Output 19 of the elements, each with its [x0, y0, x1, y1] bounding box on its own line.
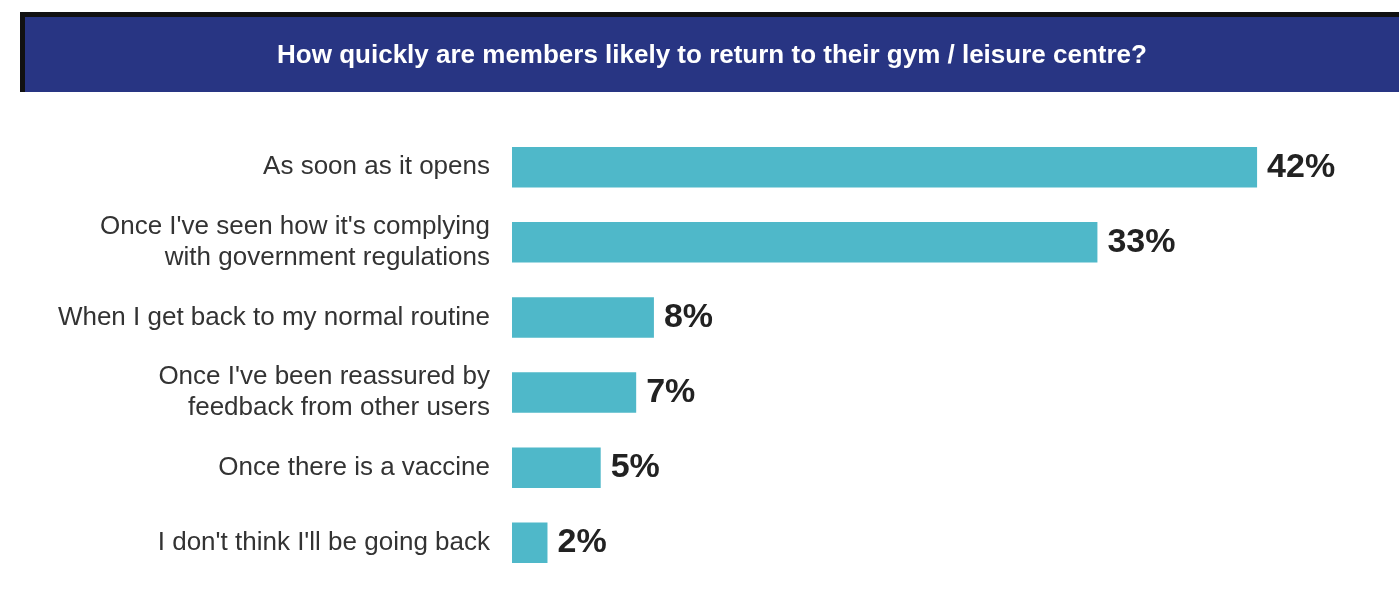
y-tick-label: Once I've been reassured by feedback from other users: [158, 360, 490, 422]
bar: [512, 222, 1098, 263]
y-tick-label: Once there is a vaccine: [218, 450, 490, 481]
data-label: 33%: [1107, 220, 1176, 259]
data-label: 2%: [557, 521, 607, 560]
y-tick-label: When I get back to my normal routine: [57, 300, 490, 331]
y-tick-label: Once I've seen how it's complying with government regulations: [100, 209, 490, 272]
y-tick-label: As soon as it opens: [263, 150, 490, 181]
data-label: 42%: [1267, 145, 1336, 184]
bar: [512, 372, 637, 413]
data-label: 5%: [610, 446, 660, 485]
data-label: 8%: [663, 295, 714, 334]
bar: [512, 146, 1258, 188]
bar: [512, 447, 601, 488]
y-tick-label: I don't think I'll be going back: [157, 526, 491, 557]
chart-title: How quickly are members likely to return to their gym / leisure centre?: [20, 12, 1399, 92]
data-label: 7%: [646, 370, 696, 409]
bar: [512, 522, 548, 564]
bar: [512, 297, 654, 338]
